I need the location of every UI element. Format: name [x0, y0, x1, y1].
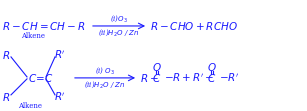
Text: $R-$: $R-$: [140, 72, 159, 84]
Text: $C\!=\!C$: $C\!=\!C$: [28, 72, 54, 84]
Text: $-R'$: $-R'$: [219, 72, 239, 84]
Text: Alkene: Alkene: [21, 32, 45, 40]
Text: (i)$O_3$: (i)$O_3$: [110, 14, 128, 24]
Text: $-R+R'-$: $-R+R'-$: [164, 72, 215, 84]
Text: $R'$: $R'$: [54, 49, 66, 61]
Text: $R'$: $R'$: [54, 91, 66, 103]
Text: $R-CHO+RCHO$: $R-CHO+RCHO$: [150, 20, 238, 32]
Text: $O$: $O$: [207, 61, 217, 73]
Text: (i) $O_3$: (i) $O_3$: [95, 66, 115, 76]
Text: $C$: $C$: [208, 72, 217, 84]
Text: $R$: $R$: [2, 91, 10, 103]
Text: $R-CH=CH-R$: $R-CH=CH-R$: [2, 20, 86, 32]
Text: (ii)$H_2O$ / $Zn$: (ii)$H_2O$ / $Zn$: [98, 28, 140, 38]
Text: Alkene: Alkene: [18, 102, 42, 110]
Text: $C$: $C$: [152, 72, 161, 84]
Text: (ii)$H_2O$ / $Zn$: (ii)$H_2O$ / $Zn$: [84, 80, 126, 90]
Text: $O$: $O$: [152, 61, 162, 73]
Text: $R$: $R$: [2, 49, 10, 61]
